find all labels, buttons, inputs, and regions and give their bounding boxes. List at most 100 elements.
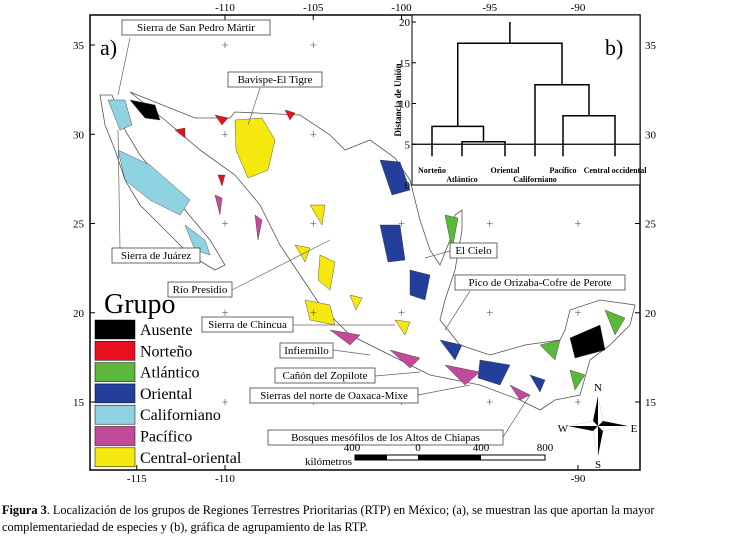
- grid-cross: [222, 220, 228, 227]
- callout-box: [227, 71, 323, 88]
- caption: complementariedad de especies y (b), grá…: [2, 520, 368, 534]
- scale-seg: [355, 455, 387, 460]
- legend-label: Pacífico: [140, 429, 192, 446]
- grid-cross: [575, 220, 581, 227]
- place-label: Río Presidio: [173, 284, 228, 296]
- region: [394, 319, 411, 336]
- grid-cross: [310, 131, 317, 138]
- leader: [424, 250, 451, 259]
- scale-seg: [418, 455, 481, 460]
- region: [409, 269, 431, 301]
- grid-cross: [398, 220, 405, 227]
- grid-cross: [222, 42, 228, 48]
- leader: [444, 290, 471, 331]
- y-axis-label: Distancia de Unión: [393, 63, 403, 136]
- legend-label: Norteño: [140, 343, 192, 360]
- region: [509, 384, 531, 401]
- leaf-label: Pacífico: [549, 166, 576, 175]
- callout-box: [454, 274, 626, 291]
- y-tick-label: 0: [405, 180, 411, 192]
- region: [214, 114, 229, 126]
- region: [569, 369, 586, 391]
- compass: [568, 396, 628, 456]
- callout-box: [111, 247, 201, 264]
- region: [317, 254, 336, 291]
- panel-label: b): [605, 35, 623, 60]
- scale-label: 400: [473, 442, 490, 454]
- grid-cross: [575, 399, 581, 405]
- leader: [117, 37, 131, 96]
- lat-tick-label: 25: [645, 219, 657, 231]
- legend-swatch: [94, 362, 136, 382]
- leader: [247, 87, 261, 126]
- region: [604, 309, 626, 336]
- grid-cross: [310, 42, 317, 48]
- y-tick-label: 15: [399, 58, 411, 70]
- place-label: Cañón del Zopilote: [283, 370, 368, 382]
- grid-cross: [486, 220, 493, 227]
- region: [444, 214, 459, 251]
- region: [444, 364, 481, 386]
- region: [254, 214, 263, 241]
- y-tick-label: 10: [399, 99, 411, 111]
- place-label: Bosques mesófilos de los Altos de Chiapa…: [291, 432, 480, 444]
- legend-label: Ausente: [140, 322, 192, 339]
- region: [569, 324, 606, 359]
- region: [294, 244, 311, 263]
- legend-label: Californiano: [140, 407, 221, 424]
- legend-swatch: [94, 341, 136, 361]
- legend-label: Oriental: [140, 386, 193, 403]
- region: [214, 194, 223, 216]
- region: [539, 339, 561, 361]
- caption-text: . Localización de los grupos de Regiones…: [47, 503, 655, 517]
- lon-tick-label: -90: [571, 2, 586, 14]
- y-tick-label: 5: [405, 139, 411, 151]
- lon-tick-label: -90: [571, 473, 586, 485]
- caption-label: Figura 3: [2, 503, 47, 517]
- leaf-label: Californiano: [513, 175, 557, 184]
- callout-box: [121, 19, 271, 36]
- place-label: Sierras del norte de Oaxaca-Mixe: [260, 390, 408, 402]
- callout-box: [249, 387, 419, 404]
- lat-tick-label: 20: [645, 308, 657, 320]
- region: [379, 159, 411, 196]
- place-label: El Cielo: [455, 245, 492, 257]
- region: [309, 204, 326, 226]
- region: [107, 99, 133, 131]
- compass-label: N: [594, 382, 602, 394]
- lat-tick-label: 30: [645, 129, 657, 141]
- legend-label: Atlántico: [140, 365, 200, 382]
- region: [349, 294, 363, 311]
- callout-box: [274, 367, 376, 384]
- region: [389, 349, 421, 369]
- compass-label: E: [631, 423, 638, 435]
- panel-label: a): [100, 35, 117, 60]
- lat-tick-label: 20: [73, 308, 85, 320]
- region: [184, 224, 211, 256]
- lon-tick-label: -115: [127, 473, 147, 485]
- legend-swatch: [94, 383, 136, 404]
- compass-label: S: [595, 459, 601, 471]
- leader: [332, 349, 371, 356]
- compass-label: W: [558, 423, 569, 435]
- place-label: Infiernillo: [284, 345, 329, 357]
- region: [284, 109, 296, 121]
- leaf-label: Norteño: [418, 166, 446, 175]
- lat-tick-label: 15: [645, 397, 657, 409]
- lon-tick-label: -100: [391, 2, 412, 14]
- callout-box: [267, 429, 504, 446]
- lat-tick-label: 35: [645, 40, 657, 52]
- callout-box: [449, 242, 498, 259]
- lon-tick-label: -105: [303, 2, 324, 14]
- scale-label: 0: [415, 442, 421, 454]
- legend-title: Grupo: [104, 289, 176, 320]
- lon-tick-label: -110: [215, 473, 235, 485]
- region: [117, 149, 191, 216]
- legend-swatch: [94, 426, 136, 446]
- scale-unit: kilómetros: [305, 456, 352, 468]
- legend-swatch: [94, 404, 136, 425]
- grid-cross: [310, 309, 317, 316]
- grid-cross: [575, 309, 581, 316]
- leader: [231, 239, 331, 291]
